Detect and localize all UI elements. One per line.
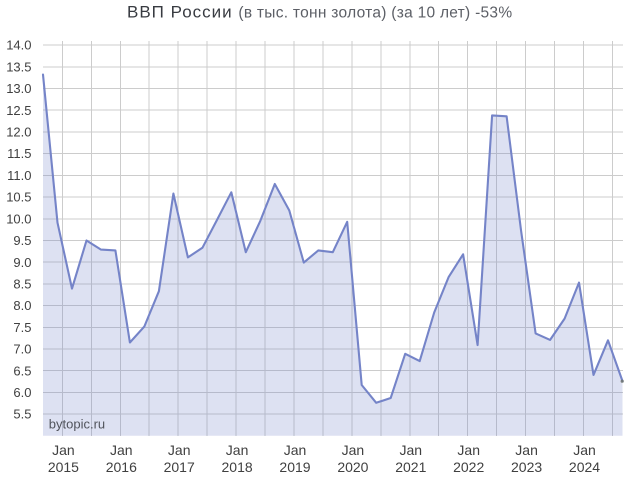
svg-text:12.5: 12.5	[6, 103, 31, 118]
svg-text:13.5: 13.5	[6, 59, 31, 74]
svg-text:2018: 2018	[222, 459, 253, 475]
svg-text:ВВП России (в тыс. тонн золота: ВВП России (в тыс. тонн золота) (за 10 л…	[127, 3, 512, 22]
svg-text:2020: 2020	[337, 459, 368, 475]
svg-text:5.5: 5.5	[13, 407, 31, 422]
svg-text:10.0: 10.0	[6, 211, 31, 226]
svg-text:6.0: 6.0	[13, 385, 31, 400]
svg-text:8.5: 8.5	[13, 277, 31, 292]
svg-text:Jan: Jan	[168, 442, 191, 458]
svg-text:2017: 2017	[164, 459, 195, 475]
svg-text:2016: 2016	[106, 459, 137, 475]
svg-text:2023: 2023	[511, 459, 542, 475]
svg-text:11.0: 11.0	[7, 168, 31, 183]
svg-text:bytopic.ru: bytopic.ru	[49, 416, 105, 431]
svg-text:Jan: Jan	[342, 442, 365, 458]
svg-text:11.5: 11.5	[7, 146, 31, 161]
svg-text:8.0: 8.0	[13, 298, 31, 313]
svg-text:9.0: 9.0	[13, 255, 31, 270]
svg-text:12.0: 12.0	[6, 125, 31, 140]
svg-text:2022: 2022	[453, 459, 484, 475]
svg-text:Jan: Jan	[110, 442, 133, 458]
svg-text:13.0: 13.0	[6, 81, 31, 96]
svg-text:Jan: Jan	[400, 442, 423, 458]
svg-text:9.5: 9.5	[13, 233, 31, 248]
svg-text:Jan: Jan	[284, 442, 307, 458]
svg-text:6.5: 6.5	[13, 363, 31, 378]
svg-text:Jan: Jan	[515, 442, 538, 458]
svg-text:10.5: 10.5	[6, 190, 31, 205]
svg-text:Jan: Jan	[226, 442, 249, 458]
svg-text:2019: 2019	[279, 459, 310, 475]
svg-text:14.0: 14.0	[6, 38, 31, 53]
svg-text:Jan: Jan	[457, 442, 480, 458]
svg-text:Jan: Jan	[573, 442, 596, 458]
svg-text:2021: 2021	[395, 459, 426, 475]
svg-text:2015: 2015	[48, 459, 79, 475]
svg-text:Jan: Jan	[52, 442, 75, 458]
svg-text:7.5: 7.5	[13, 320, 31, 335]
svg-text:7.0: 7.0	[13, 342, 31, 357]
svg-text:2024: 2024	[569, 459, 600, 475]
